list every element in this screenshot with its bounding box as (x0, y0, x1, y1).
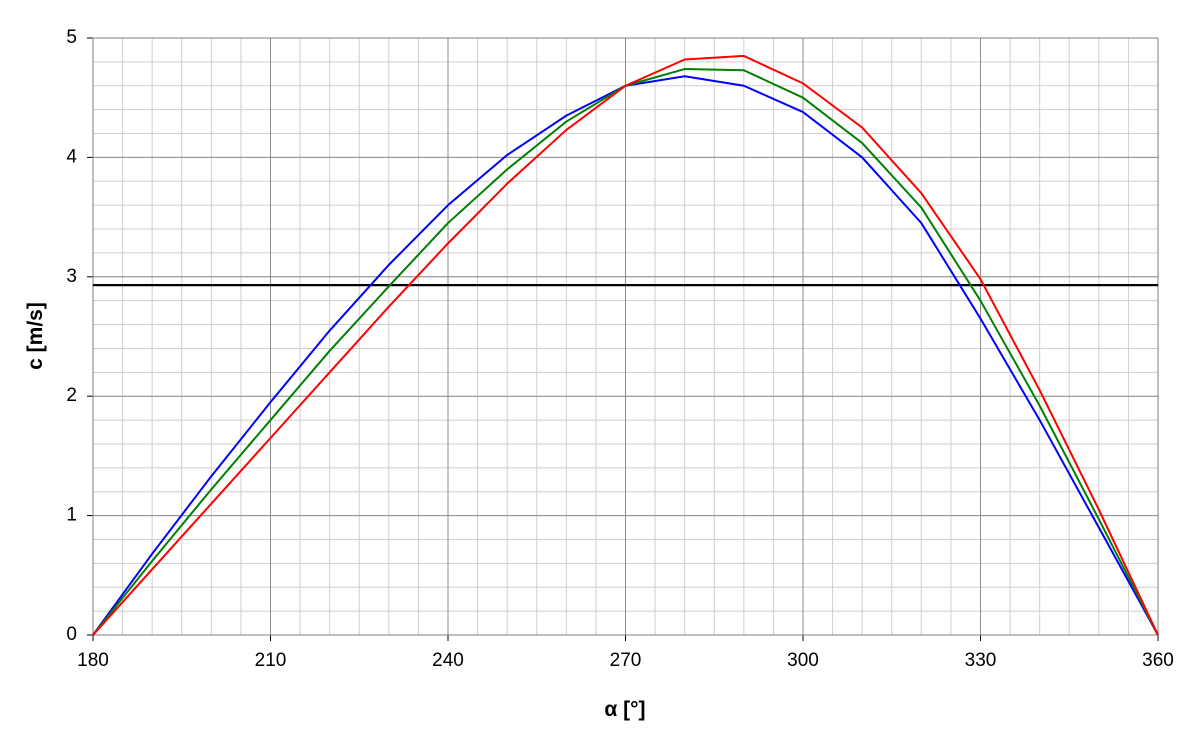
y-tick-label: 4 (66, 146, 77, 167)
y-tick-label: 0 (66, 624, 77, 645)
x-tick-label: 210 (255, 650, 287, 671)
y-axis-title: c [m/s] (24, 302, 47, 370)
x-tick-label: 360 (1142, 650, 1174, 671)
y-tick-label: 3 (66, 266, 77, 287)
y-tick-label: 5 (66, 27, 77, 48)
y-tick-label: 1 (66, 505, 77, 526)
x-tick-label: 330 (965, 650, 997, 671)
y-tick-label: 2 (66, 385, 77, 406)
plot-border (92, 37, 1159, 636)
x-tick-label: 240 (432, 650, 464, 671)
x-tick-label: 180 (77, 650, 109, 671)
x-tick-label: 300 (787, 650, 819, 671)
x-tick-label: 270 (610, 650, 642, 671)
x-axis-title: α [°] (604, 698, 645, 721)
series-line (92, 54, 1159, 636)
